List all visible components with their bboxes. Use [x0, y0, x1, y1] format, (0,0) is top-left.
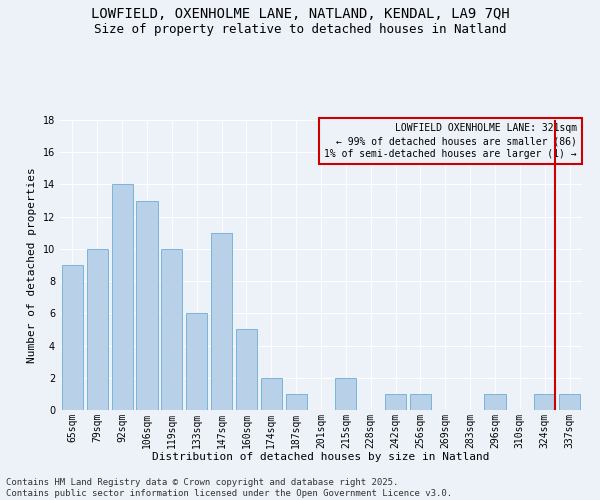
Bar — [62, 265, 83, 410]
Bar — [87, 249, 108, 410]
Bar — [286, 394, 307, 410]
Bar — [385, 394, 406, 410]
Text: Distribution of detached houses by size in Natland: Distribution of detached houses by size … — [152, 452, 490, 462]
Text: LOWFIELD, OXENHOLME LANE, NATLAND, KENDAL, LA9 7QH: LOWFIELD, OXENHOLME LANE, NATLAND, KENDA… — [91, 8, 509, 22]
Bar — [559, 394, 580, 410]
Bar — [186, 314, 207, 410]
Bar — [161, 249, 182, 410]
Bar — [112, 184, 133, 410]
Bar — [261, 378, 282, 410]
Bar — [136, 200, 158, 410]
Bar — [410, 394, 431, 410]
Bar — [534, 394, 555, 410]
Text: LOWFIELD OXENHOLME LANE: 321sqm
← 99% of detached houses are smaller (86)
1% of : LOWFIELD OXENHOLME LANE: 321sqm ← 99% of… — [324, 123, 577, 160]
Bar — [484, 394, 506, 410]
Bar — [211, 233, 232, 410]
Text: Contains HM Land Registry data © Crown copyright and database right 2025.
Contai: Contains HM Land Registry data © Crown c… — [6, 478, 452, 498]
Text: Size of property relative to detached houses in Natland: Size of property relative to detached ho… — [94, 22, 506, 36]
Y-axis label: Number of detached properties: Number of detached properties — [27, 167, 37, 363]
Bar — [236, 330, 257, 410]
Bar — [335, 378, 356, 410]
